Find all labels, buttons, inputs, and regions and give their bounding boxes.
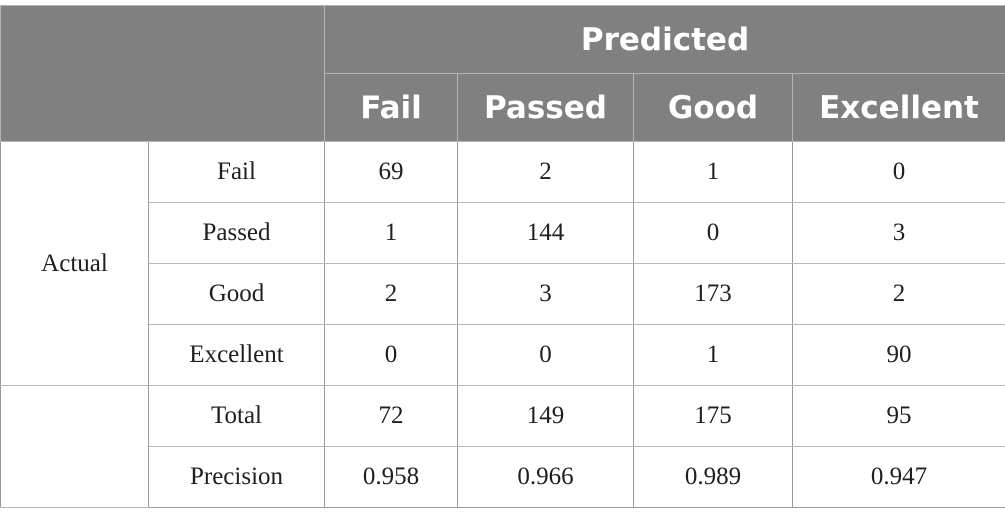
table-row: Good 2 3 173 2 xyxy=(1,263,1005,325)
table-cell: 1 xyxy=(324,202,458,264)
table-cell: 69 xyxy=(324,141,458,203)
table-cell: 95 xyxy=(791,385,1005,447)
table-cell: 2 xyxy=(457,141,634,203)
summary-blank-cell xyxy=(0,385,149,508)
confusion-matrix-table: Predicted Fail Passed Good Excellent Act… xyxy=(0,5,1005,508)
summary-row-total: Total 72 149 175 95 xyxy=(0,385,1005,508)
row-label: Fail xyxy=(148,141,325,203)
table-cell: 2 xyxy=(791,263,1005,325)
table-cell: 2 xyxy=(324,263,458,325)
table-cell: 0 xyxy=(791,141,1005,203)
actual-label: Actual xyxy=(0,141,149,386)
predicted-class-passed: Passed xyxy=(457,73,634,142)
table-cell: 0 xyxy=(324,324,458,386)
predicted-class-excellent: Excellent xyxy=(791,73,1005,142)
summary-row-precision: Precision 0.958 0.966 0.989 0.947 xyxy=(1,446,1005,508)
table-cell: 173 xyxy=(633,263,793,325)
row-label: Good xyxy=(148,263,325,325)
table-cell: 90 xyxy=(791,324,1005,386)
predicted-class-good: Good xyxy=(633,73,793,142)
table-cell: 3 xyxy=(791,202,1005,264)
table-cell: 1 xyxy=(633,324,793,386)
table-cell: 0 xyxy=(633,202,793,264)
table-row: Passed 1 144 0 3 xyxy=(1,202,1005,264)
predicted-class-fail: Fail xyxy=(324,73,458,142)
table-row: Excellent 0 0 1 90 xyxy=(1,324,1005,386)
table-cell: 0.989 xyxy=(633,446,793,508)
row-label: Total xyxy=(148,385,325,447)
table-cell: 0 xyxy=(457,324,634,386)
table-cell: 3 xyxy=(457,263,634,325)
row-label: Precision xyxy=(148,446,325,508)
predicted-header: Predicted xyxy=(323,5,1005,74)
table-cell: 175 xyxy=(633,385,793,447)
table-cell: 0.947 xyxy=(791,446,1005,508)
row-label: Excellent xyxy=(148,324,325,386)
header-row-classes: Fail Passed Good Excellent xyxy=(1,73,1005,142)
table-cell: 144 xyxy=(457,202,634,264)
table-cell: 1 xyxy=(633,141,793,203)
table-cell: 72 xyxy=(324,385,458,447)
table-cell: 149 xyxy=(457,385,634,447)
table-row: Actual Fail 69 2 1 0 xyxy=(0,141,1005,386)
table-cell: 0.958 xyxy=(324,446,458,508)
header-corner-cell xyxy=(0,5,325,142)
header-row-predicted: Predicted xyxy=(0,5,1005,142)
table-cell: 0.966 xyxy=(457,446,634,508)
row-label: Passed xyxy=(148,202,325,264)
